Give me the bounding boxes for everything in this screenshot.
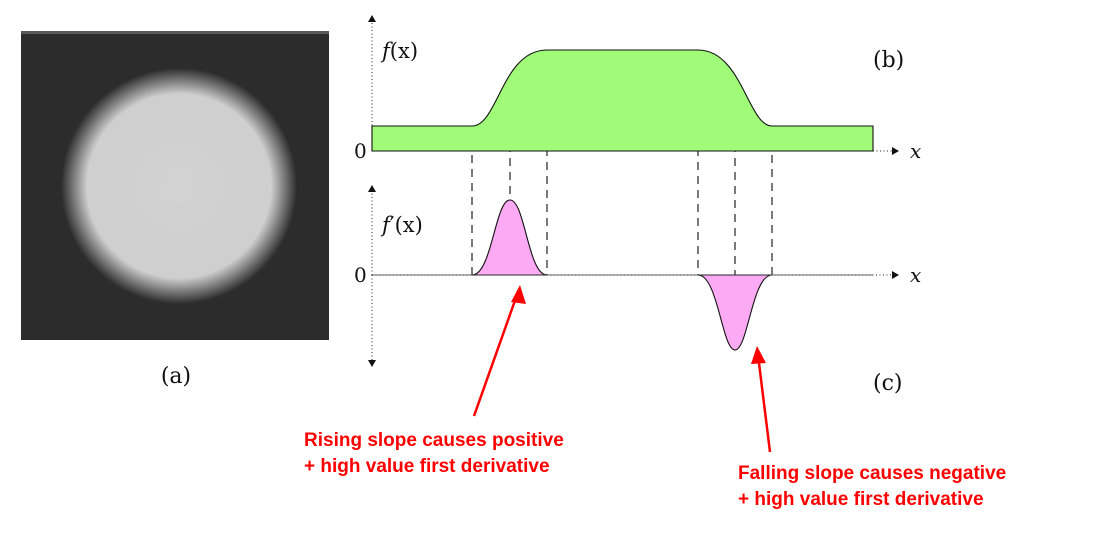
b-y-label-arg: (x) [390,39,418,63]
rising-arrow-head [511,285,526,304]
falling-arrow-head [751,346,766,364]
falling-note-line2: + high value first derivative [738,489,984,510]
rising-arrow-shaft [472,291,520,417]
falling-arrow-shaft [756,354,772,453]
image-top-edge [21,31,329,34]
panel-a: (a) [21,31,329,389]
negative-derivative-trough [697,274,773,351]
b-y-label-func: f [380,39,393,63]
c-x-label: x [910,263,921,287]
panel-b-label: (b) [873,48,904,73]
panel-c-label: (c) [873,371,903,396]
c-y-label: f′(x) [380,213,423,237]
panel-c: 0 x f′(x) (c) [354,185,921,396]
c-zero-label: 0 [354,263,367,287]
rising-note-line2: + high value first derivative [304,456,550,477]
positive-derivative-peak [471,199,548,276]
b-y-label: f(x) [380,39,418,63]
rising-note-line1: Rising slope causes positive [304,430,564,451]
panel-a-label: (a) [161,364,191,389]
falling-note-line1: Falling slope causes negative [738,463,1006,484]
b-zero-label: 0 [354,139,367,163]
c-y-label-prime: ′ [390,213,395,237]
annotations: Rising slope causes positive + high valu… [304,285,1006,510]
panel-b: 0 x f(x) (b) [354,15,921,163]
f-curve-fill [371,49,874,152]
c-y-label-arg: (x) [395,213,423,237]
blurred-disk [61,68,297,304]
b-x-label: x [910,139,921,163]
c-y-label-func: f [380,213,393,237]
